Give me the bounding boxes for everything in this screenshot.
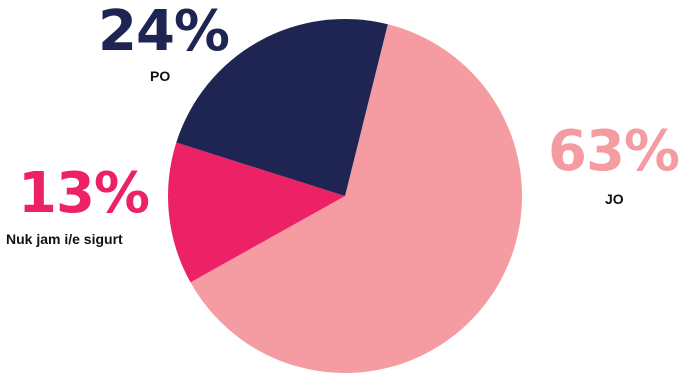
jo-percent-label: 63% bbox=[548, 119, 680, 184]
jo-category-label: JO bbox=[605, 191, 624, 207]
nuk-category-label: Nuk jam i/e sigurt bbox=[6, 231, 123, 247]
po-percent-label: 24% bbox=[98, 0, 230, 64]
pie-slice-nuk bbox=[168, 142, 345, 283]
pie-slice-jo bbox=[190, 24, 522, 374]
pie-slice-po bbox=[176, 19, 388, 196]
po-category-label: PO bbox=[150, 68, 171, 84]
nuk-percent-label: 13% bbox=[18, 161, 150, 226]
